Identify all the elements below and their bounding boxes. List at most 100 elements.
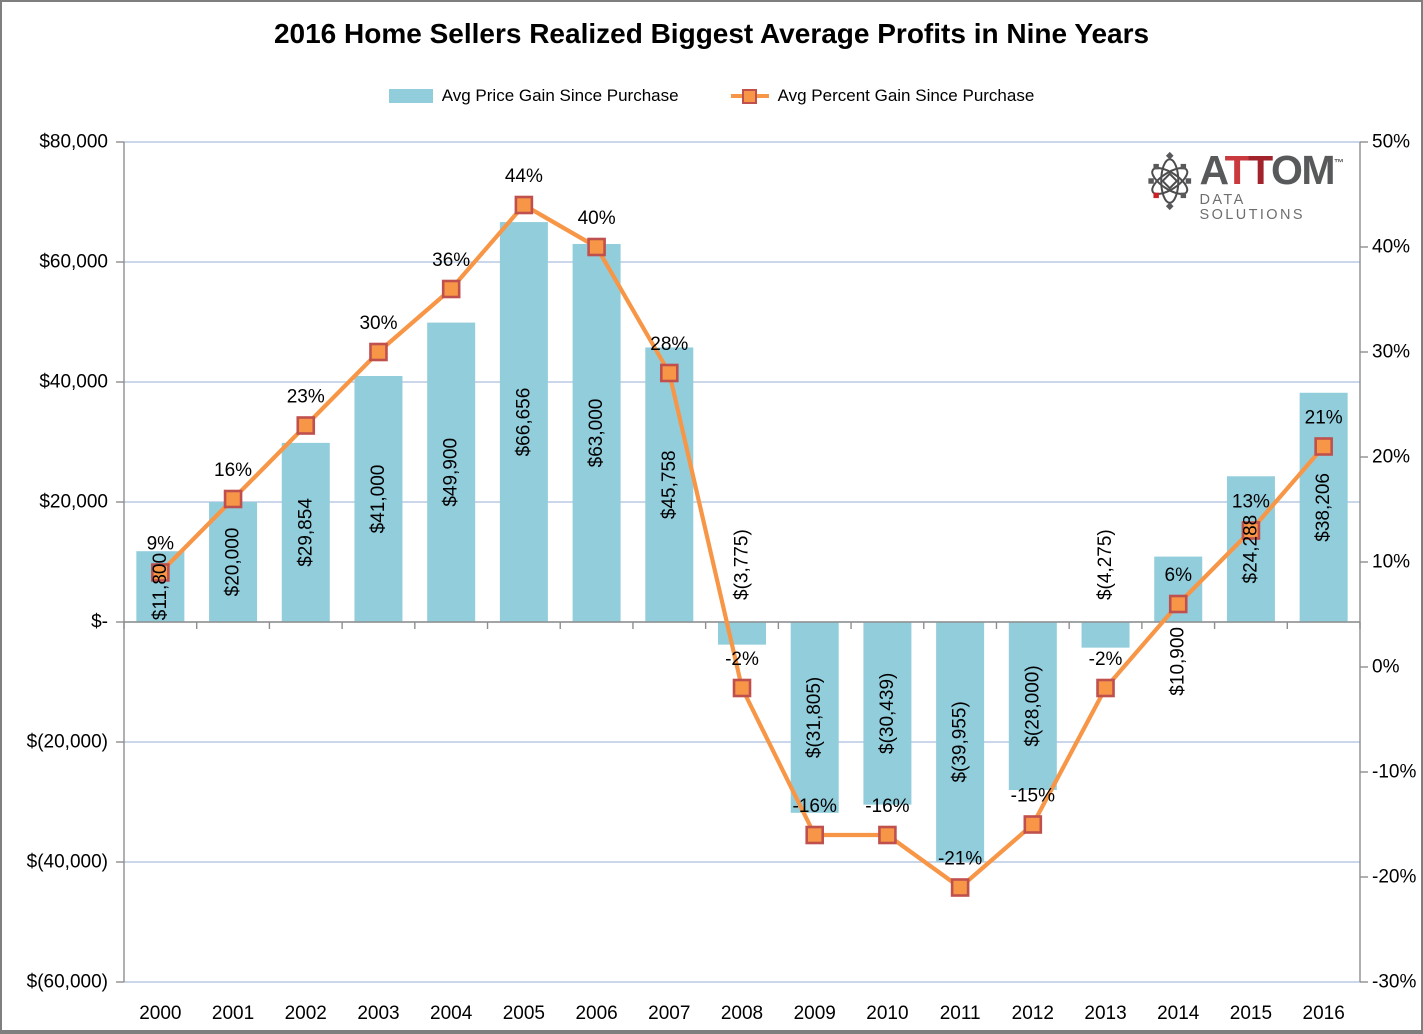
- bar-label-2006: $63,000: [586, 399, 607, 468]
- bar-label-2005: $66,656: [513, 388, 534, 457]
- y-right-tick-label: 20%: [1372, 447, 1410, 468]
- bar-2007: [645, 347, 694, 622]
- pct-label-2015: 13%: [1232, 492, 1270, 513]
- marker-2000: [151, 563, 170, 582]
- pct-label-2006: 40%: [578, 208, 616, 229]
- bar-label-2000: $11,800: [150, 553, 171, 620]
- bar-2016: [1299, 392, 1348, 622]
- atom-red-node: [1153, 192, 1159, 199]
- bar-label-2009: $(31,805): [804, 677, 825, 758]
- x-tick-label-2001: 2001: [212, 1003, 254, 1024]
- bar-label-2016: $38,206: [1313, 473, 1334, 542]
- pct-label-2009: -16%: [793, 796, 837, 817]
- x-tick-label-2006: 2006: [575, 1003, 617, 1024]
- marker-2002: [296, 416, 316, 435]
- legend: Avg Price Gain Since Purchase Avg Percen…: [2, 86, 1421, 106]
- logo-letter-t2: T: [1248, 147, 1272, 193]
- marker-2001: [223, 489, 243, 509]
- marker-2013: [1096, 678, 1115, 698]
- bar-2001: [209, 502, 258, 622]
- atom-nodes: [1148, 151, 1192, 211]
- marker-2012: [1023, 815, 1043, 834]
- marker-2008: [732, 678, 752, 698]
- marker-2010: [878, 825, 897, 845]
- legend-item-percent-gain: Avg Percent Gain Since Purchase: [730, 86, 1035, 106]
- y-right-tick-label: 40%: [1372, 237, 1410, 258]
- atom-icon: [1148, 151, 1192, 211]
- pct-label-2007: 28%: [650, 334, 688, 355]
- x-tick-label-2009: 2009: [794, 1003, 836, 1024]
- bar-label-2004: $49,900: [441, 438, 462, 507]
- x-tick-label-2002: 2002: [285, 1003, 327, 1024]
- bar-label-2003: $41,000: [368, 465, 389, 534]
- y-left-tick-label: $(40,000): [27, 852, 108, 873]
- pct-label-2011: -21%: [938, 849, 982, 870]
- y-left-tick-label: $80,000: [39, 132, 108, 153]
- y-right-tick-label: -10%: [1372, 762, 1416, 783]
- x-tick-label-2016: 2016: [1303, 1003, 1345, 1024]
- y-right-tick-label: -20%: [1372, 867, 1416, 888]
- bar-2012: [1008, 622, 1057, 790]
- x-tick-label-2008: 2008: [721, 1003, 763, 1024]
- marker-2004: [441, 279, 461, 299]
- bar-series-swatch: [388, 89, 433, 103]
- line-swatch-marker: [741, 88, 757, 104]
- marker-2006: [587, 237, 606, 257]
- bar-2003: [354, 376, 403, 622]
- pct-label-2012: -15%: [1011, 786, 1055, 807]
- bar-label-2008: $(3,775): [732, 529, 753, 600]
- x-tick-label-2004: 2004: [430, 1003, 473, 1024]
- marker-2011: [950, 878, 970, 897]
- x-tick-label-2005: 2005: [503, 1003, 545, 1024]
- marker-2009: [805, 825, 825, 845]
- marker-2003: [369, 342, 388, 362]
- marker-2007: [659, 363, 679, 383]
- bar-label-2013: $(4,275): [1095, 529, 1116, 600]
- bar-2006: [572, 244, 621, 622]
- y-right-tick-label: 0%: [1372, 657, 1400, 678]
- y-left-tick-label: $40,000: [39, 372, 108, 393]
- bar-label-2011: $(39,955): [950, 701, 971, 782]
- legend-label-price-gain: Avg Price Gain Since Purchase: [441, 86, 679, 105]
- bar-2010: [863, 622, 912, 805]
- pct-label-2013: -2%: [1089, 649, 1123, 670]
- bar-label-2010: $(30,439): [877, 673, 898, 754]
- x-tick-label-2014: 2014: [1157, 1003, 1200, 1024]
- attom-logo: ATTOM™ DATA SOLUTIONS: [1148, 147, 1344, 222]
- pct-label-2004: 36%: [432, 250, 470, 271]
- pct-label-2005: 44%: [505, 166, 543, 187]
- logo-letter-a: A: [1199, 147, 1227, 193]
- line-series-swatch: [730, 88, 769, 105]
- x-tick-label-2012: 2012: [1012, 1003, 1054, 1024]
- pct-label-2014: 6%: [1165, 565, 1193, 586]
- y-left-tick-label: $60,000: [39, 252, 108, 273]
- bar-2000: [136, 551, 185, 622]
- marker-2005: [514, 195, 534, 215]
- bar-label-2015: $24,288: [1240, 515, 1261, 584]
- bar-2004: [427, 322, 476, 622]
- y-right-tick-label: 50%: [1372, 132, 1410, 153]
- chart-title: 2016 Home Sellers Realized Biggest Avera…: [273, 18, 1150, 49]
- pct-label-2016: 21%: [1305, 408, 1343, 429]
- x-tick-label-2003: 2003: [357, 1003, 399, 1024]
- attom-subtitle: DATA SOLUTIONS: [1199, 192, 1305, 223]
- logo-letter-t1: T: [1224, 147, 1250, 193]
- marker-2014: [1168, 594, 1188, 614]
- bar-2011: [936, 622, 985, 862]
- logo-letters-om: OM: [1270, 147, 1336, 193]
- x-tick-label-2013: 2013: [1084, 1003, 1126, 1024]
- x-tick-label-2010: 2010: [866, 1003, 908, 1024]
- pct-label-2008: -2%: [725, 649, 759, 670]
- bar-label-2007: $45,758: [659, 450, 680, 519]
- bar-2009: [790, 622, 839, 813]
- pct-label-2000: 9%: [147, 534, 175, 555]
- bar-2005: [499, 222, 548, 622]
- marker-2015: [1241, 521, 1261, 540]
- legend-label-percent-gain: Avg Percent Gain Since Purchase: [777, 86, 1035, 105]
- bar-2002: [281, 442, 330, 622]
- bar-label-2001: $20,000: [223, 528, 244, 597]
- pct-label-2001: 16%: [214, 460, 252, 481]
- bar-2013: [1081, 622, 1130, 648]
